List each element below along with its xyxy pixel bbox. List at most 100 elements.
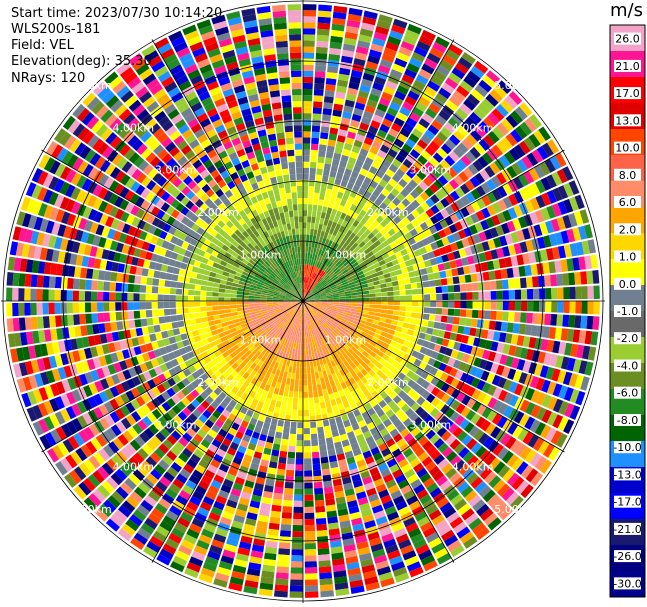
gate-cell (204, 377, 213, 387)
gate-cell (289, 309, 295, 314)
gate-cell (157, 286, 165, 294)
gate-cell (111, 490, 125, 504)
gate-cell (392, 197, 401, 207)
gate-cell (272, 334, 279, 341)
gate-cell (337, 262, 344, 269)
gate-cell (385, 318, 392, 324)
gate-cell (109, 282, 116, 292)
gate-cell (252, 412, 260, 420)
gate-cell (303, 428, 310, 435)
gate-cell (289, 347, 293, 355)
gate-cell (143, 546, 158, 559)
gate-cell (243, 414, 252, 423)
gate-cell (349, 286, 357, 291)
gate-cell (345, 137, 355, 145)
gate-cell (383, 361, 392, 370)
gate-cell (213, 474, 225, 484)
gate-cell (299, 306, 302, 313)
gate-cell (489, 89, 503, 103)
gate-cell (535, 209, 545, 223)
gate-cell (358, 241, 366, 248)
gate-cell (446, 451, 458, 463)
gate-cell (276, 468, 286, 476)
gate-cell (316, 384, 322, 391)
gate-cell (429, 257, 438, 266)
gate-cell (316, 420, 323, 428)
gate-cell (487, 130, 500, 144)
gate-cell (295, 373, 300, 380)
gate-cell (570, 343, 579, 358)
gate-cell (339, 232, 346, 240)
gate-cell (339, 362, 346, 369)
gate-cell (474, 142, 486, 155)
gate-cell (341, 316, 349, 321)
gate-cell (467, 163, 479, 176)
gate-cell (316, 268, 321, 275)
gate-cell (455, 187, 465, 198)
gate-cell (97, 280, 104, 291)
gate-cell (450, 455, 462, 467)
gate-cell (472, 522, 487, 536)
gate-cell (330, 423, 338, 432)
gate-cell (305, 306, 309, 312)
gate-cell (461, 434, 473, 446)
gate-cell (130, 491, 143, 504)
gate-cell (380, 331, 388, 338)
gate-cell (466, 292, 473, 300)
gate-cell (213, 578, 228, 588)
gate-cell (486, 410, 498, 422)
gate-cell (405, 522, 419, 533)
gate-cell (226, 537, 239, 547)
gate-cell (326, 306, 333, 309)
gate-cell (511, 162, 523, 176)
gate-cell (125, 390, 136, 401)
gate-cell (243, 585, 258, 595)
gate-cell (137, 419, 148, 431)
gate-cell (270, 353, 276, 361)
gate-cell (344, 187, 352, 196)
gate-cell (212, 292, 219, 297)
gate-cell (303, 349, 306, 356)
gate-cell (584, 361, 594, 376)
gate-cell (346, 357, 353, 365)
gate-cell (391, 561, 406, 572)
gate-cell (332, 305, 339, 309)
gate-cell (326, 304, 333, 308)
gate-cell (374, 155, 384, 164)
gate-cell (360, 316, 368, 322)
gate-cell (375, 266, 382, 273)
gate-cell (490, 249, 499, 260)
gate-cell (539, 301, 546, 312)
gate-cell (205, 395, 214, 405)
gate-cell (407, 23, 422, 35)
gate-cell (313, 267, 318, 274)
gate-cell (422, 313, 430, 320)
gate-cell (361, 22, 375, 32)
gate-cell (349, 203, 357, 212)
gate-cell (347, 87, 358, 96)
gate-cell (307, 336, 310, 344)
gate-cell (314, 314, 320, 320)
gate-cell (159, 427, 171, 439)
gate-cell (514, 346, 523, 358)
gate-cell (353, 107, 364, 117)
gate-cell (328, 271, 335, 277)
gate-cell (376, 270, 384, 277)
gate-cell (176, 401, 186, 411)
gate-cell (143, 427, 155, 439)
gate-cell (441, 254, 450, 263)
gate-cell (316, 162, 324, 170)
gate-cell (492, 387, 503, 399)
gate-cell (519, 102, 533, 117)
gate-cell (383, 395, 393, 404)
gate-cell (292, 323, 296, 330)
gate-cell (352, 479, 363, 488)
gate-cell (315, 505, 326, 513)
gate-cell (332, 276, 339, 281)
gate-cell (344, 293, 352, 297)
gate-cell (375, 223, 384, 232)
gate-cell (492, 126, 505, 140)
gate-cell (507, 244, 517, 256)
gate-cell (533, 130, 546, 145)
gate-cell (331, 338, 338, 345)
